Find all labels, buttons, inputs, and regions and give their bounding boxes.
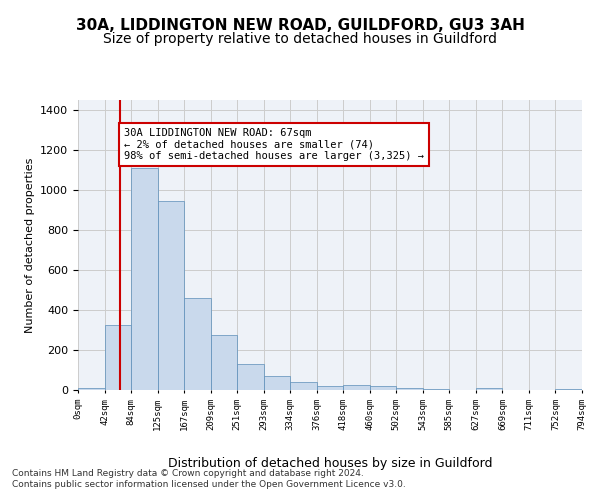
Bar [184, 298, 211, 390]
Text: Size of property relative to detached houses in Guildford: Size of property relative to detached ho… [103, 32, 497, 46]
Text: 30A, LIDDINGTON NEW ROAD, GUILDFORD, GU3 3AH: 30A, LIDDINGTON NEW ROAD, GUILDFORD, GU3… [76, 18, 524, 32]
Bar [423, 389, 449, 390]
Text: Distribution of detached houses by size in Guildford: Distribution of detached houses by size … [168, 458, 492, 470]
Bar [317, 386, 343, 390]
Bar [263, 376, 290, 390]
Bar [158, 201, 184, 390]
Bar [104, 325, 131, 390]
Bar [237, 364, 263, 390]
Bar [476, 388, 502, 390]
Bar [370, 386, 397, 390]
Bar [78, 388, 104, 390]
Text: Contains HM Land Registry data © Crown copyright and database right 2024.: Contains HM Land Registry data © Crown c… [12, 468, 364, 477]
Bar [343, 385, 370, 390]
Text: Contains public sector information licensed under the Open Government Licence v3: Contains public sector information licen… [12, 480, 406, 489]
Bar [131, 168, 158, 390]
Text: 30A LIDDINGTON NEW ROAD: 67sqm
← 2% of detached houses are smaller (74)
98% of s: 30A LIDDINGTON NEW ROAD: 67sqm ← 2% of d… [124, 128, 424, 161]
Bar [211, 335, 237, 390]
Bar [290, 382, 317, 390]
Bar [397, 388, 423, 390]
Y-axis label: Number of detached properties: Number of detached properties [25, 158, 35, 332]
Bar [556, 389, 582, 390]
